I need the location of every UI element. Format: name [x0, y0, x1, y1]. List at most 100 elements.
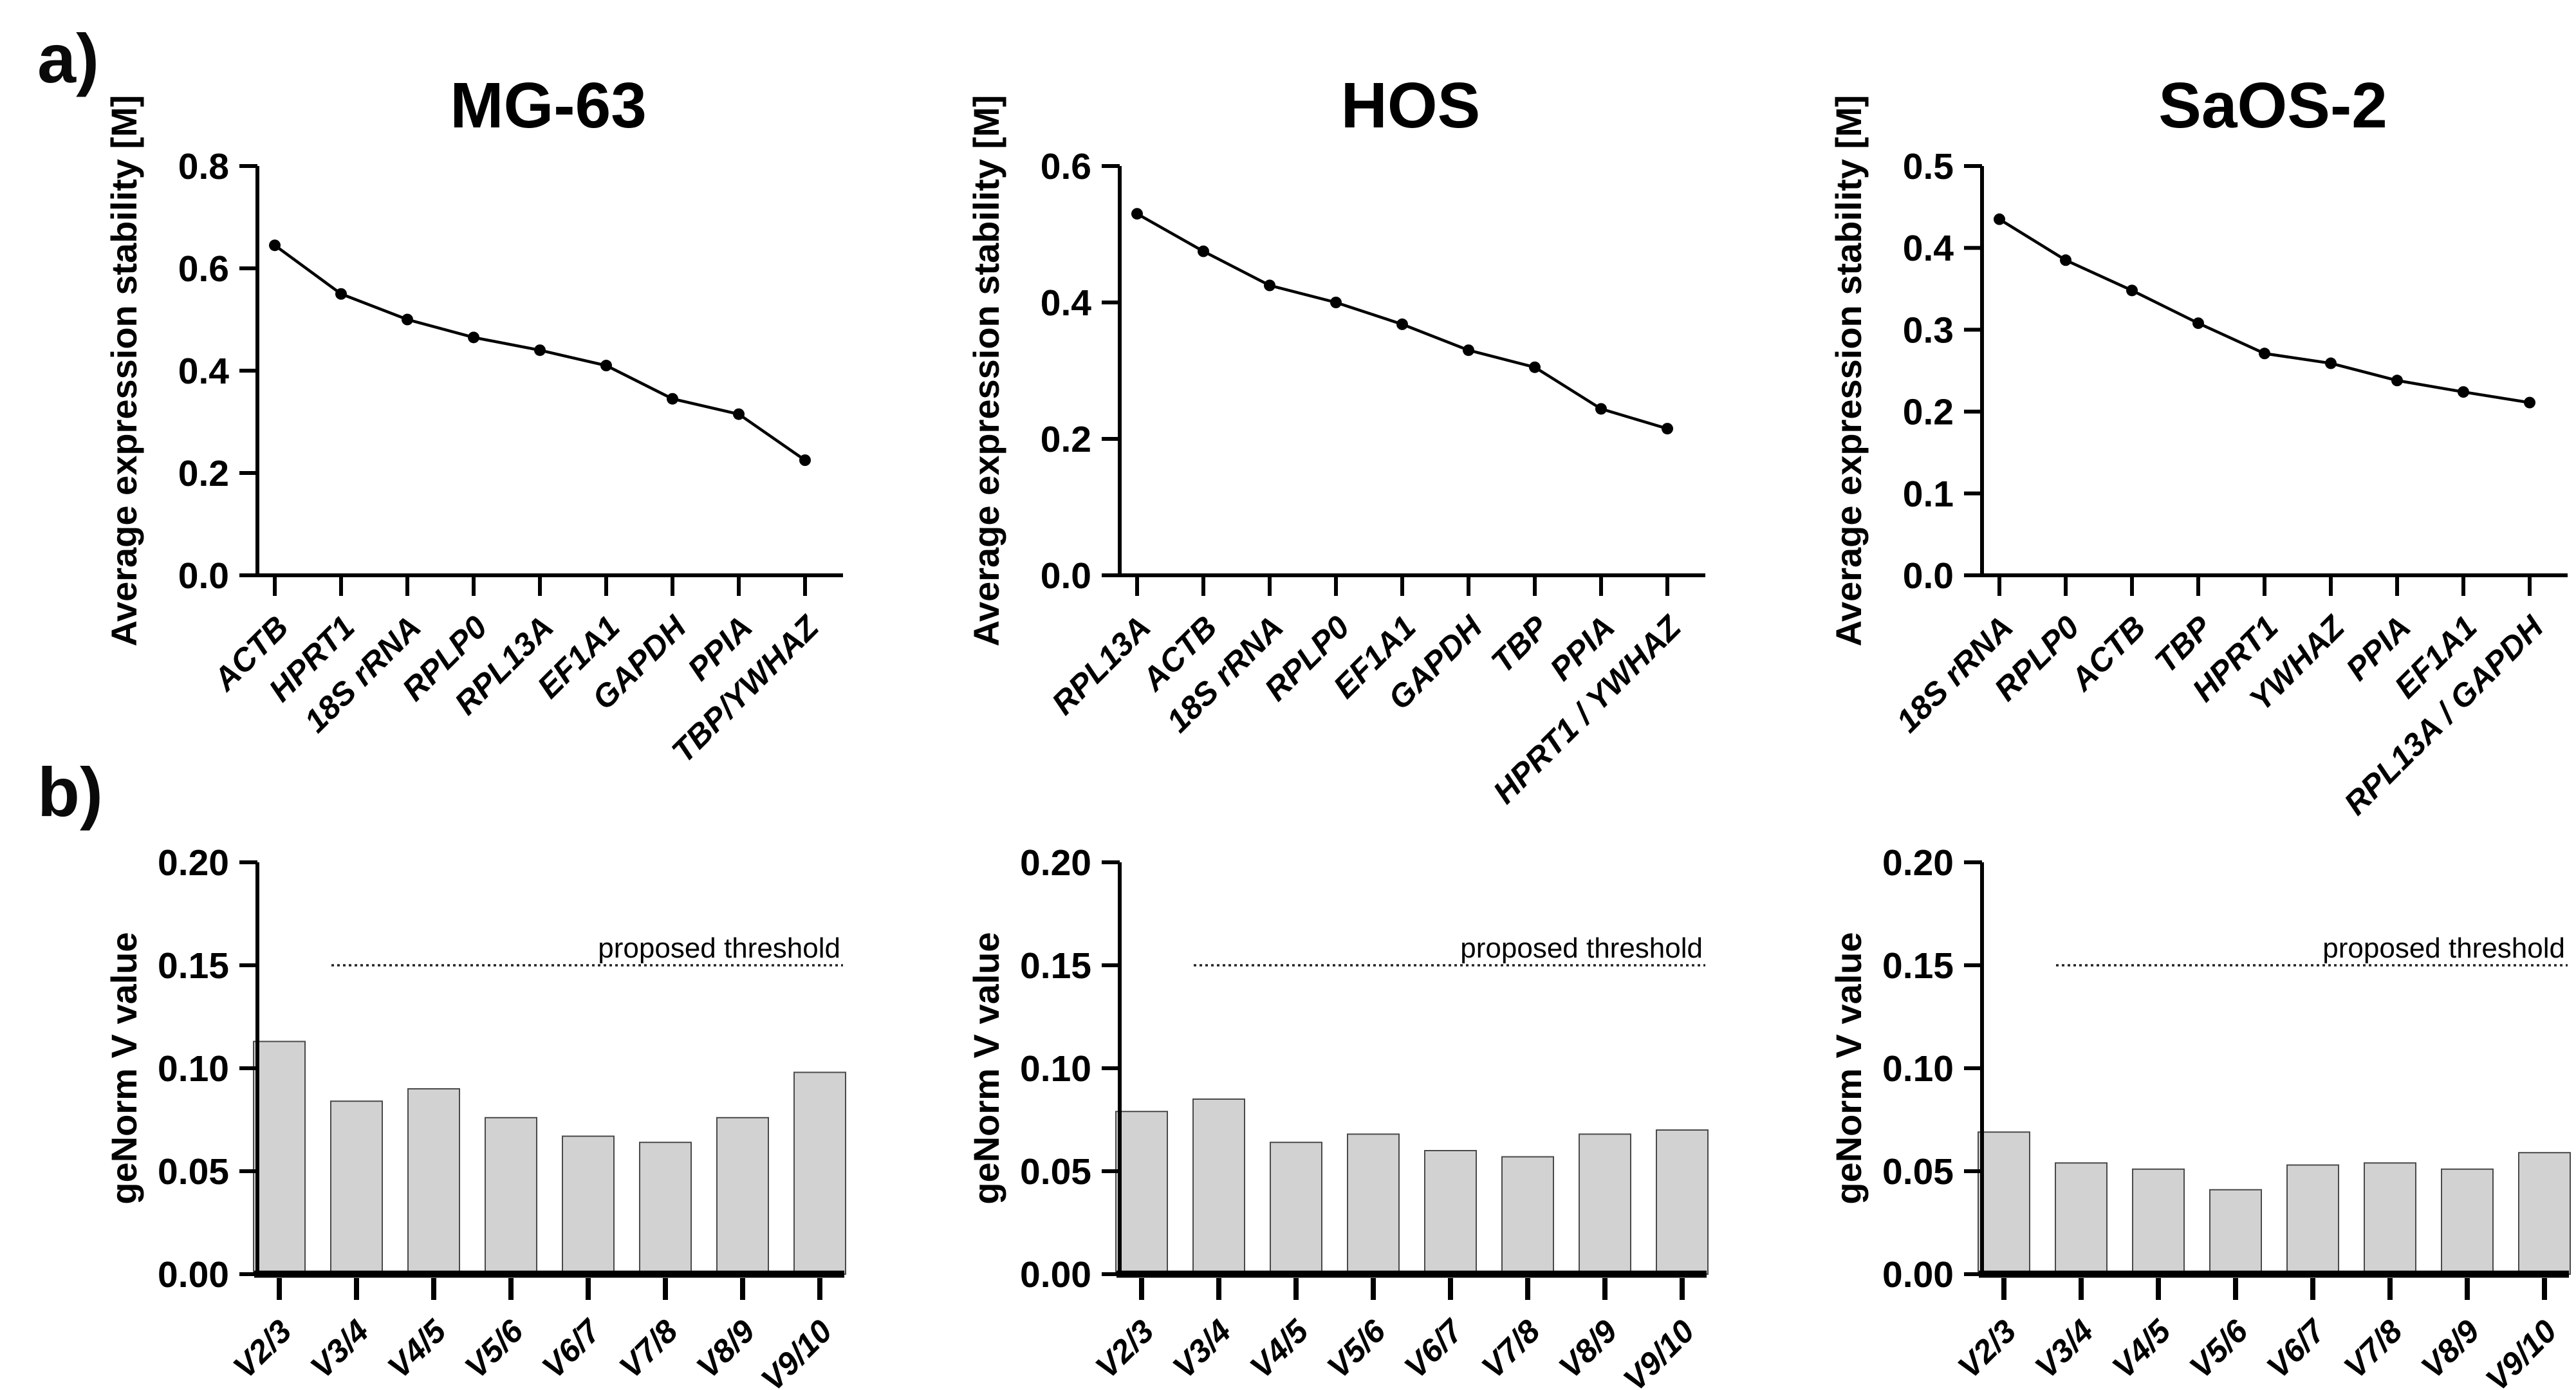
y-tick-label: 0.15 — [1020, 945, 1091, 987]
data-point — [1463, 344, 1474, 357]
bar — [2441, 1168, 2494, 1275]
data-point — [534, 344, 546, 357]
y-tick-label: 0.15 — [1882, 945, 1954, 987]
y-tick-label: 0.6 — [178, 248, 229, 290]
y-tick-label: 0.00 — [1882, 1254, 1954, 1295]
y-tick-label: 0.0 — [1041, 555, 1091, 597]
category-label: V3/4 — [1165, 1313, 1237, 1385]
data-point — [1595, 403, 1607, 415]
y-axis-label: Average expression stability [M] — [1828, 95, 1869, 647]
chart-title: MG-63 — [450, 70, 647, 142]
bar — [2518, 1152, 2571, 1275]
bar — [2286, 1164, 2339, 1275]
bar — [330, 1100, 383, 1275]
bar — [2209, 1189, 2262, 1275]
y-tick-label: 0.20 — [1882, 842, 1954, 884]
bar — [407, 1088, 460, 1275]
data-point — [1529, 361, 1541, 373]
category-label: RPL13A — [1045, 609, 1158, 721]
category-labels: V2/3 V3/4 V4/5 V5/6 V6/7 V7/8 V8/9V9/10 — [1088, 1278, 1701, 1390]
y-tick-label: 0.0 — [1903, 555, 1954, 597]
data-point — [468, 331, 479, 344]
category-labels: V2/3 V3/4 V4/5 V5/6 V6/7 V7/8 V8/9V9/10 — [1951, 1278, 2564, 1390]
y-ticks: 0.0 0.2 0.4 0.6 0.8 — [178, 146, 257, 597]
y-tick-label: 0.20 — [1020, 842, 1091, 884]
category-label: V4/5 — [380, 1312, 453, 1385]
bar — [793, 1071, 846, 1275]
bar — [2055, 1162, 2108, 1275]
bar — [2364, 1162, 2416, 1275]
category-label: V5/6 — [458, 1312, 530, 1385]
category-label: V4/5 — [1243, 1312, 1315, 1385]
category-label: V5/6 — [2182, 1312, 2255, 1385]
category-label: V7/8 — [612, 1313, 684, 1385]
bar-chart-saos2-vvalue: geNorm V value proposed threshold 0.00 0.05… — [1828, 842, 2571, 1390]
y-ticks: 0.00 0.05 0.10 0.15 0.20 — [1020, 842, 1120, 1295]
chart-title: HOS — [1341, 70, 1481, 142]
bars — [1115, 1098, 1709, 1275]
y-ticks: 0.0 0.1 0.2 0.3 0.4 0.5 — [1903, 146, 1982, 597]
data-point — [2524, 396, 2535, 409]
category-label: ACTB — [2063, 609, 2153, 698]
category-label: V8/9 — [1552, 1313, 1624, 1385]
data-point — [2458, 386, 2469, 398]
bars — [1978, 1131, 2571, 1275]
bar — [1347, 1133, 1400, 1275]
category-label: V6/7 — [535, 1312, 608, 1385]
category-label: V8/9 — [2414, 1313, 2486, 1385]
category-label: V2/3 — [226, 1313, 298, 1385]
y-tick-label: 0.2 — [178, 453, 229, 494]
y-tick-label: 0.05 — [1882, 1151, 1954, 1192]
bar — [716, 1117, 769, 1275]
y-tick-label: 0.10 — [1020, 1048, 1091, 1089]
bar — [485, 1117, 537, 1275]
data-point — [733, 408, 745, 420]
y-ticks: 0.0 0.2 0.4 0.6 — [1041, 146, 1120, 597]
data-points — [269, 239, 811, 467]
data-point — [667, 393, 678, 405]
bar — [1192, 1098, 1245, 1275]
y-ticks: 0.00 0.05 0.10 0.15 0.20 — [1882, 842, 1982, 1295]
category-label: V6/7 — [2259, 1312, 2333, 1385]
bar — [1978, 1131, 2030, 1275]
bar — [1424, 1150, 1477, 1275]
bar — [1115, 1111, 1168, 1275]
data-point — [1264, 279, 1275, 292]
category-label: V9/10 — [1617, 1313, 1701, 1390]
y-tick-label: 0.10 — [158, 1048, 229, 1089]
line-chart-saos2-stability: SaOS-2 Average expression stability [M] 0.… — [1828, 70, 2568, 822]
bar — [1656, 1129, 1709, 1275]
category-label: TBP — [1484, 609, 1555, 680]
data-point — [1994, 213, 2005, 225]
data-point — [335, 288, 347, 300]
y-tick-label: 0.4 — [1903, 228, 1954, 269]
chart-title: SaOS-2 — [2158, 70, 2387, 142]
bar — [1270, 1142, 1322, 1275]
y-tick-label: 0.8 — [178, 146, 229, 187]
y-tick-label: 0.1 — [1903, 474, 1954, 515]
category-labels: V2/3 V3/4 V4/5 V5/6 V6/7 V7/8 V8/9V9/10 — [226, 1278, 839, 1390]
threshold-label: proposed threshold — [2322, 932, 2565, 964]
data-point — [2391, 375, 2403, 387]
y-axis-label: geNorm V value — [1828, 932, 1869, 1204]
data-point — [402, 313, 413, 326]
panel-b-label: b) — [37, 753, 103, 831]
y-tick-label: 0.3 — [1903, 310, 1954, 351]
threshold-label: proposed threshold — [598, 932, 840, 964]
data-point — [2060, 254, 2071, 266]
category-label: V9/10 — [754, 1313, 839, 1390]
bar-chart-hos-vvalue: geNorm V value proposed threshold 0.00 0.05… — [966, 842, 1709, 1390]
y-tick-label: 0.5 — [1903, 146, 1954, 187]
category-label: V5/6 — [1320, 1312, 1393, 1385]
data-point — [2325, 357, 2337, 369]
category-label: V4/5 — [2105, 1312, 2178, 1385]
y-tick-label: 0.05 — [1020, 1151, 1091, 1192]
y-tick-label: 0.0 — [178, 555, 229, 597]
category-label: V2/3 — [1088, 1313, 1160, 1385]
y-tick-label: 0.00 — [158, 1254, 229, 1295]
series-line — [1998, 218, 2530, 404]
data-point — [1330, 297, 1342, 308]
category-label: V7/8 — [1474, 1313, 1546, 1385]
